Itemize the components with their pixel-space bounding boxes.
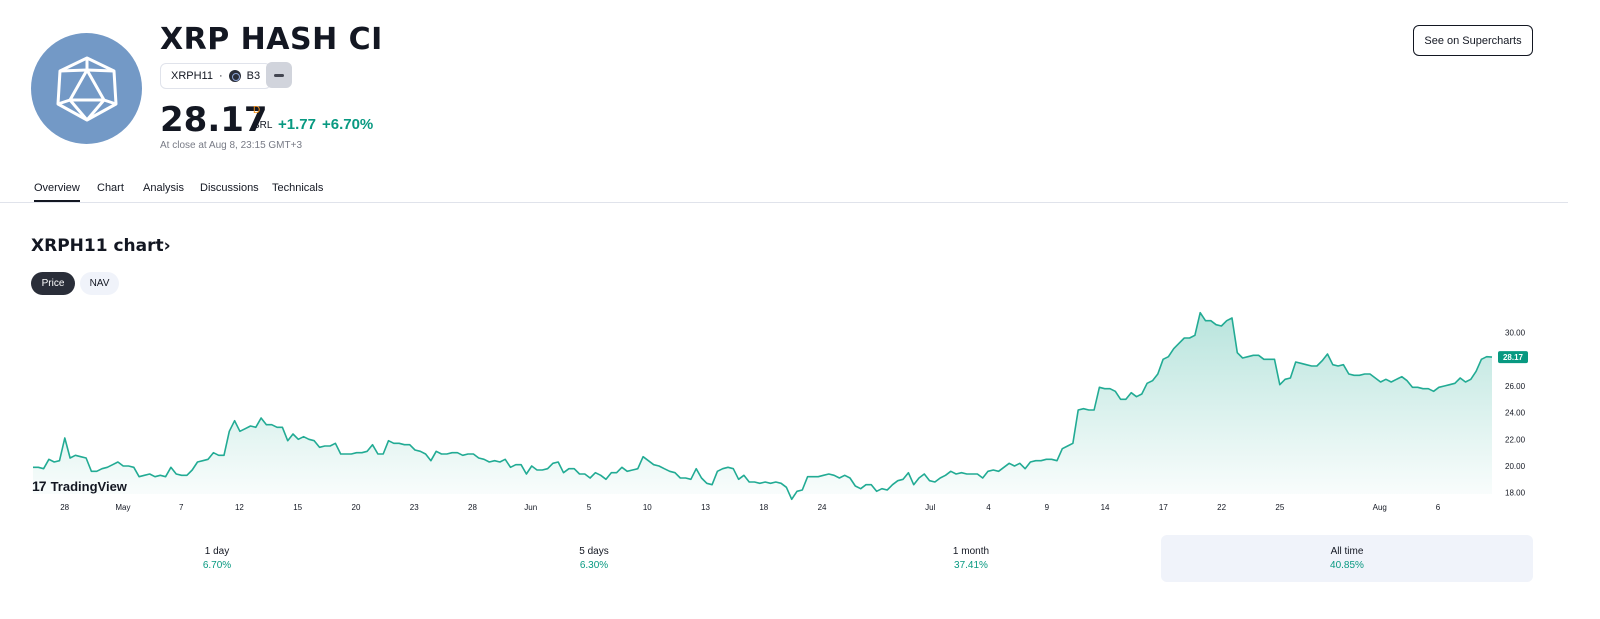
- chart-section-title[interactable]: XRPH11 chart›: [31, 236, 171, 256]
- chart-title-label: XRPH11 chart: [31, 236, 164, 256]
- x-tick-label: Aug: [1373, 503, 1387, 512]
- x-tick-label: 6: [1436, 503, 1441, 512]
- perf-value: 6.70%: [202, 560, 232, 571]
- current-price-label: 28.17: [1503, 353, 1524, 362]
- price-change: +1.77 +6.70%: [278, 116, 373, 133]
- x-tick-label: 7: [179, 503, 184, 512]
- perf-label: 1 day: [204, 546, 230, 557]
- tradingview-watermark: 17 TradingView: [32, 478, 127, 494]
- x-tick-label: 25: [1275, 503, 1284, 512]
- perf-value: 6.30%: [579, 560, 609, 571]
- tradingview-logo-icon: 17: [32, 478, 47, 494]
- x-tick-label: 17: [1159, 503, 1168, 512]
- tradingview-wordmark: TradingView: [50, 478, 127, 494]
- perf-label: 1 month: [952, 546, 990, 557]
- price-toggle-button[interactable]: Price: [31, 272, 75, 295]
- price-change-pct: +6.70%: [321, 116, 374, 133]
- exchange-icon: [228, 70, 241, 82]
- x-tick-label: 18: [759, 503, 768, 512]
- x-tick-label: 12: [235, 503, 244, 512]
- ticker-chip[interactable]: XRPH11 · B3: [160, 63, 272, 89]
- close-time: At close at Aug 8, 23:15 GMT+3: [160, 140, 303, 151]
- price-chart[interactable]: 30.0028.0026.0024.0022.0020.0018.0028.17…: [0, 300, 1568, 520]
- current-price-badge: [1498, 351, 1528, 364]
- price-series-line: [33, 311, 1493, 501]
- perf-value: 40.85%: [1330, 560, 1364, 571]
- perf-label: All time: [1330, 546, 1364, 557]
- x-tick-label: 4: [986, 503, 991, 512]
- x-tick-label: 9: [1045, 503, 1050, 512]
- chevron-right-icon: ›: [163, 236, 171, 256]
- tab-technicals[interactable]: Technicals: [272, 182, 324, 194]
- x-tick-label: 10: [643, 503, 652, 512]
- nav-toggle-button[interactable]: NAV: [80, 272, 119, 295]
- polyhedron-icon: [56, 56, 117, 121]
- y-tick-label: 24.00: [1505, 409, 1526, 418]
- perf-value: 37.41%: [954, 560, 988, 571]
- y-tick-label: 30.00: [1505, 329, 1526, 338]
- x-tick-label: 24: [818, 503, 827, 512]
- x-tick-label: 15: [293, 503, 302, 512]
- price-flag: D: [253, 105, 261, 116]
- y-tick-label: 22.00: [1505, 435, 1526, 444]
- remove-from-watchlist-button[interactable]: [266, 62, 292, 88]
- y-tick-label: 20.00: [1505, 462, 1526, 471]
- tab-discussions[interactable]: Discussions: [200, 182, 259, 194]
- x-tick-label: 20: [352, 503, 361, 512]
- x-tick-label: 28: [468, 503, 477, 512]
- x-tick-label: 13: [701, 503, 710, 512]
- price-currency: BRL: [253, 120, 273, 131]
- x-tick-label: Jul: [925, 503, 935, 512]
- perf-1-month[interactable]: 1 month 37.41%: [785, 535, 1157, 582]
- price-area-fill: [33, 312, 1492, 500]
- perf-all-time[interactable]: All time 40.85%: [1161, 535, 1533, 582]
- symbol-logo: [31, 33, 142, 144]
- last-price: 28.17: [160, 100, 268, 140]
- x-tick-label: Jun: [524, 503, 537, 512]
- y-tick-label: 26.00: [1505, 382, 1526, 391]
- x-tick-label: 14: [1101, 503, 1110, 512]
- separator-dot: ·: [218, 70, 223, 82]
- tab-chart[interactable]: Chart: [97, 182, 124, 194]
- x-tick-label: May: [115, 503, 130, 512]
- perf-1-day[interactable]: 1 day 6.70%: [31, 535, 403, 582]
- see-on-supercharts-button[interactable]: See on Supercharts: [1413, 25, 1533, 56]
- perf-5-days[interactable]: 5 days 6.30%: [408, 535, 780, 582]
- section-tabs: Overview Chart Analysis Discussions Tech…: [0, 180, 1568, 203]
- symbol-title: XRP HASH CI: [160, 22, 383, 57]
- x-tick-label: 23: [410, 503, 419, 512]
- x-tick-label: 5: [587, 503, 592, 512]
- price-change-abs: +1.77: [278, 116, 316, 133]
- y-tick-label: 18.00: [1505, 489, 1526, 498]
- minus-icon: [274, 73, 284, 77]
- x-tick-label: 28: [60, 503, 69, 512]
- perf-label: 5 days: [579, 546, 609, 557]
- tab-overview[interactable]: Overview: [34, 182, 80, 202]
- ticker-label: XRPH11: [171, 70, 213, 82]
- tab-analysis[interactable]: Analysis: [143, 182, 184, 194]
- x-tick-label: 22: [1217, 503, 1226, 512]
- exchange-label: B3: [246, 70, 261, 82]
